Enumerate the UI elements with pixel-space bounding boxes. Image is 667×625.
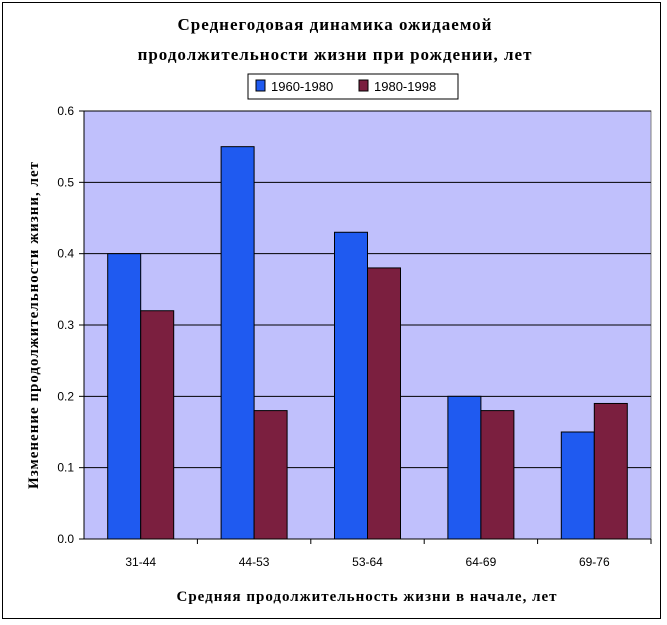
- chart-title-line-2: продолжительности жизни при рождении, ле…: [138, 45, 533, 64]
- bar-1960-1980-31-44: [107, 253, 142, 540]
- x-tick-label: 53-64: [352, 555, 383, 569]
- x-axis-label: Средняя продолжительность жизни в начале…: [176, 589, 557, 605]
- y-tick-label: 0.0: [57, 532, 74, 546]
- bar-1980-1998-64-69: [480, 410, 515, 540]
- bar-1980-1998-69-76: [593, 402, 628, 540]
- x-tick-label: 64-69: [466, 555, 497, 569]
- bar-1980-1998-31-44: [140, 310, 175, 540]
- legend-box: [247, 73, 459, 100]
- y-tick-label: 0.6: [57, 104, 74, 118]
- y-tick-label: 0.4: [57, 247, 74, 261]
- y-axis-label: Изменение продолжительности жизни, лет: [26, 161, 42, 489]
- y-tick-label: 0.3: [57, 318, 74, 332]
- legend: 1960-1980 1980-1998: [247, 73, 459, 100]
- legend-swatch-1980-1998: [358, 79, 369, 92]
- x-tick-labels: 31-44 44-53 53-64 64-69 69-76: [125, 555, 610, 569]
- bar-1960-1980-64-69: [447, 395, 482, 540]
- bar-1960-1980-44-53: [220, 146, 255, 540]
- y-tick-labels: 0.0 0.1 0.2 0.3 0.4 0.5 0.6: [57, 104, 74, 546]
- bar-1980-1998-44-53: [253, 410, 288, 540]
- legend-swatch-1960-1980: [255, 79, 266, 92]
- legend-label-1980-1998: 1980-1998: [374, 79, 436, 94]
- bar-1960-1980-69-76: [560, 431, 595, 540]
- x-tick-label: 44-53: [239, 555, 270, 569]
- bar-1960-1980-53-64: [334, 231, 368, 540]
- x-tick-label: 69-76: [579, 555, 610, 569]
- bars: [107, 146, 628, 540]
- bar-1980-1998-53-64: [367, 267, 401, 540]
- legend-label-1960-1980: 1960-1980: [271, 79, 333, 94]
- y-tick-label: 0.5: [57, 175, 74, 189]
- y-tick-label: 0.2: [57, 389, 74, 403]
- chart-title-line-1: Среднегодовая динамика ожидаемой: [178, 15, 493, 34]
- axes: [79, 110, 652, 544]
- y-tick-label: 0.1: [57, 461, 74, 475]
- x-tick-label: 31-44: [125, 555, 156, 569]
